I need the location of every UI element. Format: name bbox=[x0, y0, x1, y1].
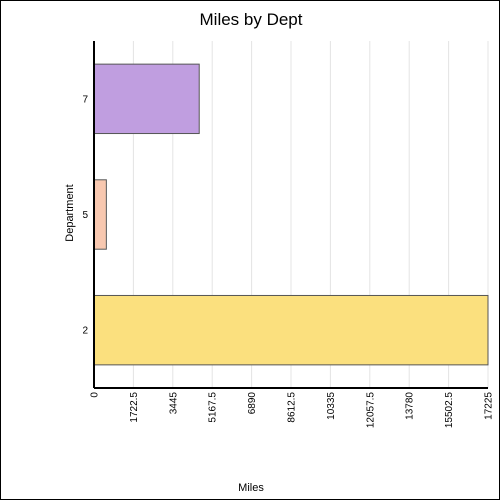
y-tick-label: 2 bbox=[82, 326, 88, 337]
x-tick-label: 0 bbox=[90, 392, 101, 398]
bar bbox=[93, 179, 107, 250]
y-axis-title: Department bbox=[64, 184, 76, 241]
x-tick-label: 8612.5 bbox=[287, 392, 298, 423]
chart-title: Miles by Dept bbox=[200, 10, 303, 29]
y-tick-labels: 2 5 7 bbox=[82, 94, 88, 336]
y-tick-label: 7 bbox=[82, 94, 88, 105]
x-tick-labels: 0 1722.5 3445 5167.5 6890 8612.5 10335 12057.5 1… bbox=[90, 392, 495, 429]
axes bbox=[93, 41, 488, 389]
x-tick-label: 15502.5 bbox=[444, 392, 455, 429]
y-tick-label: 5 bbox=[82, 210, 88, 221]
x-axis-title: Miles bbox=[238, 482, 264, 494]
x-tick-label: 17225 bbox=[484, 392, 495, 420]
bar bbox=[93, 63, 200, 135]
x-tick-label: 1722.5 bbox=[129, 392, 140, 423]
x-tick-label: 13780 bbox=[405, 392, 416, 420]
bar bbox=[93, 294, 489, 366]
x-tick-label: 10335 bbox=[326, 392, 337, 420]
x-tick-label: 3445 bbox=[168, 392, 179, 415]
bar-group bbox=[93, 63, 489, 366]
x-tick-label: 12057.5 bbox=[365, 392, 376, 429]
x-tick-label: 5167.5 bbox=[208, 392, 219, 423]
x-tick-label: 6890 bbox=[247, 392, 258, 415]
